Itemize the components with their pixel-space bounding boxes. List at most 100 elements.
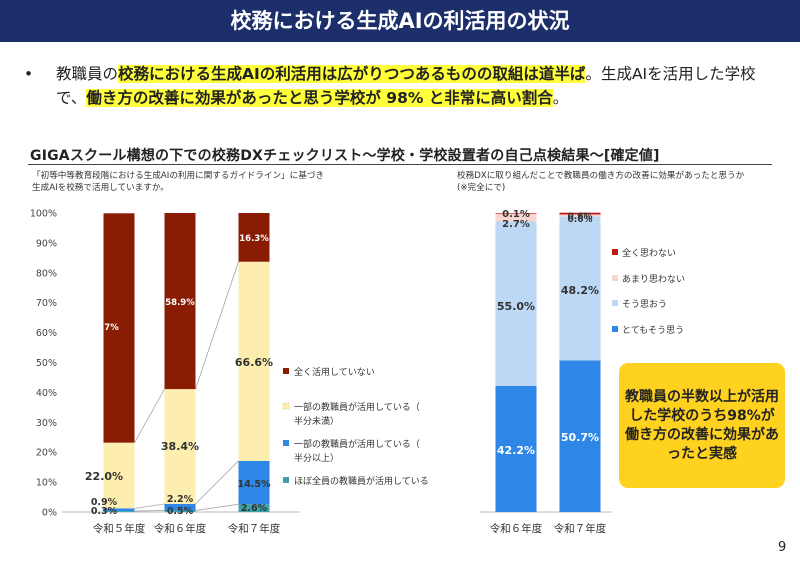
legend-label: 半分以上）: [294, 452, 339, 464]
connector-line: [134, 388, 165, 443]
legend-label: 全く活用していない: [294, 366, 375, 378]
bar-segment: [103, 213, 135, 443]
x-category-label: 令和６年度: [490, 522, 543, 535]
bar-segment: [238, 460, 270, 505]
legend-swatch: [612, 249, 618, 255]
legend-label: そう思おう: [622, 299, 667, 310]
data-label: 2.2%: [167, 494, 194, 505]
data-label: 2.7%: [502, 219, 530, 230]
bar-segment: [495, 221, 537, 386]
data-label: 22.0%: [85, 470, 123, 483]
bar-segment: [164, 503, 196, 511]
data-label: 55.0%: [497, 300, 535, 313]
right-chart-question: 校務DXに取り組んだことで教職員の働き方の改善に効果があったと思うか (※完全に…: [457, 170, 744, 194]
left-chart-question: 「初等中等教育段階における生成AIの利用に関するガイドライン」に基づき 生成AI…: [32, 170, 324, 194]
highlighted-text: 働き方の改善に効果があったと思う学校が 98% と非常に高い割合: [86, 89, 553, 107]
connector-line: [195, 261, 239, 390]
bar-segment: [103, 508, 135, 512]
data-label: 0.5%: [167, 506, 194, 517]
data-label: 76.7%: [89, 323, 119, 333]
legend-label: 一部の教職員が活用している（: [294, 438, 420, 450]
legend-swatch: [283, 477, 289, 483]
bar-segment: [559, 216, 601, 361]
data-label: 48.2%: [561, 284, 599, 297]
legend-swatch: [282, 402, 290, 410]
bar-segment: [495, 213, 537, 214]
legend-label: 半分未満）: [294, 415, 339, 427]
legend-label: 一部の教職員が活用している（: [294, 401, 420, 413]
data-label: 0.9%: [91, 497, 118, 508]
section-title: GIGAスクール構想の下での校務DXチェックリスト～学校・学校設置者の自己点検結…: [30, 148, 660, 164]
y-tick-label: 40%: [36, 388, 57, 399]
legend-swatch: [612, 275, 618, 281]
bar-segment: [559, 212, 601, 215]
bar-segment: [238, 261, 270, 461]
y-tick-label: 20%: [36, 448, 57, 459]
legend-swatch: [612, 300, 618, 306]
data-label: 0.3%: [91, 506, 118, 517]
data-label: 0.6%: [568, 215, 593, 225]
data-label: 14.5%: [238, 479, 271, 490]
right-question-line-1: 校務DXに取り組んだことで教職員の働き方の改善に効果があったと思うか: [457, 171, 745, 181]
bullet-text-part: 教職員の: [56, 65, 119, 83]
x-category-label: 令和７年度: [228, 522, 281, 535]
legend-swatch: [612, 326, 618, 332]
data-label: 50.7%: [561, 431, 599, 444]
x-category-label: 令和６年度: [154, 522, 207, 535]
page-number: 9: [778, 540, 787, 555]
data-label: 38.4%: [161, 440, 199, 453]
bullet-text: 教職員の校務における生成AIの利活用は広がりつつあるものの取組は道半ば。生成AI…: [56, 62, 776, 110]
y-tick-label: 80%: [36, 268, 57, 279]
data-label: 66.6%: [235, 356, 273, 369]
right-question-line-2: (※完全にで): [457, 183, 506, 193]
data-label: 42.2%: [497, 444, 535, 457]
legend-swatch: [283, 368, 289, 374]
left-question-line-2: 生成AIを校務で活用していますか。: [32, 183, 169, 193]
bar-segment: [238, 213, 270, 262]
data-label: 16.3%: [239, 234, 269, 244]
bar-segment: [559, 360, 601, 512]
bar-segment: [495, 385, 537, 512]
x-category-label: 令和５年度: [93, 522, 146, 535]
bar-segment: [103, 511, 135, 512]
callout-text: 教職員の半数以上が活用した学校のうち98%が働き方の改善に効果があったと実感: [625, 388, 779, 462]
connector-line: [134, 510, 165, 512]
bullet-text-part: 。: [552, 89, 569, 107]
slide-title: 校務における生成AIの利活用の状況: [230, 9, 570, 33]
y-tick-label: 70%: [36, 298, 57, 309]
bar-segment: [164, 389, 196, 504]
bar-segment: [559, 214, 601, 217]
data-label: 58.9%: [165, 298, 195, 308]
y-tick-label: 0%: [42, 508, 57, 519]
legend-label: あまり思わない: [622, 274, 685, 285]
title-bar: 校務における生成AIの利活用の状況: [0, 0, 800, 42]
legend-label: 全く思わない: [622, 247, 676, 259]
y-tick-label: 100%: [30, 209, 57, 220]
data-label: 2.6%: [241, 503, 268, 514]
y-tick-label: 10%: [36, 478, 57, 489]
y-tick-label: 30%: [36, 418, 57, 429]
bullet-text-part: 。生成AIを活用した学校で、: [56, 65, 756, 107]
x-category-label: 令和７年度: [554, 522, 607, 535]
left-question-line-1: 「初等中等教育段階における生成AIの利用に関するガイドライン」に基づき: [32, 171, 325, 181]
section-divider: [28, 164, 772, 165]
bar-segment: [164, 510, 196, 512]
y-tick-label: 90%: [36, 238, 57, 249]
legend-label: ほぼ全員の教職員が活用している: [294, 475, 429, 487]
connector-line: [134, 503, 165, 509]
connector-line: [195, 460, 239, 505]
callout-box: 教職員の半数以上が活用した学校のうち98%が働き方の改善に効果があったと実感: [619, 363, 785, 488]
data-label: 0.1%: [502, 209, 530, 220]
bullet-dot: •: [24, 65, 34, 83]
connector-line: [195, 503, 239, 511]
data-label: 0.6%: [568, 212, 593, 222]
legend-label: とてもそう思う: [622, 325, 684, 336]
bar-segment: [103, 442, 135, 509]
highlighted-text: 校務における生成AIの利活用は広がりつつあるものの取組は道半ば: [118, 65, 586, 83]
bar-segment: [495, 213, 537, 222]
y-tick-label: 50%: [36, 358, 57, 369]
y-tick-label: 60%: [36, 328, 57, 339]
legend-swatch: [283, 440, 289, 446]
bar-segment: [238, 504, 270, 512]
